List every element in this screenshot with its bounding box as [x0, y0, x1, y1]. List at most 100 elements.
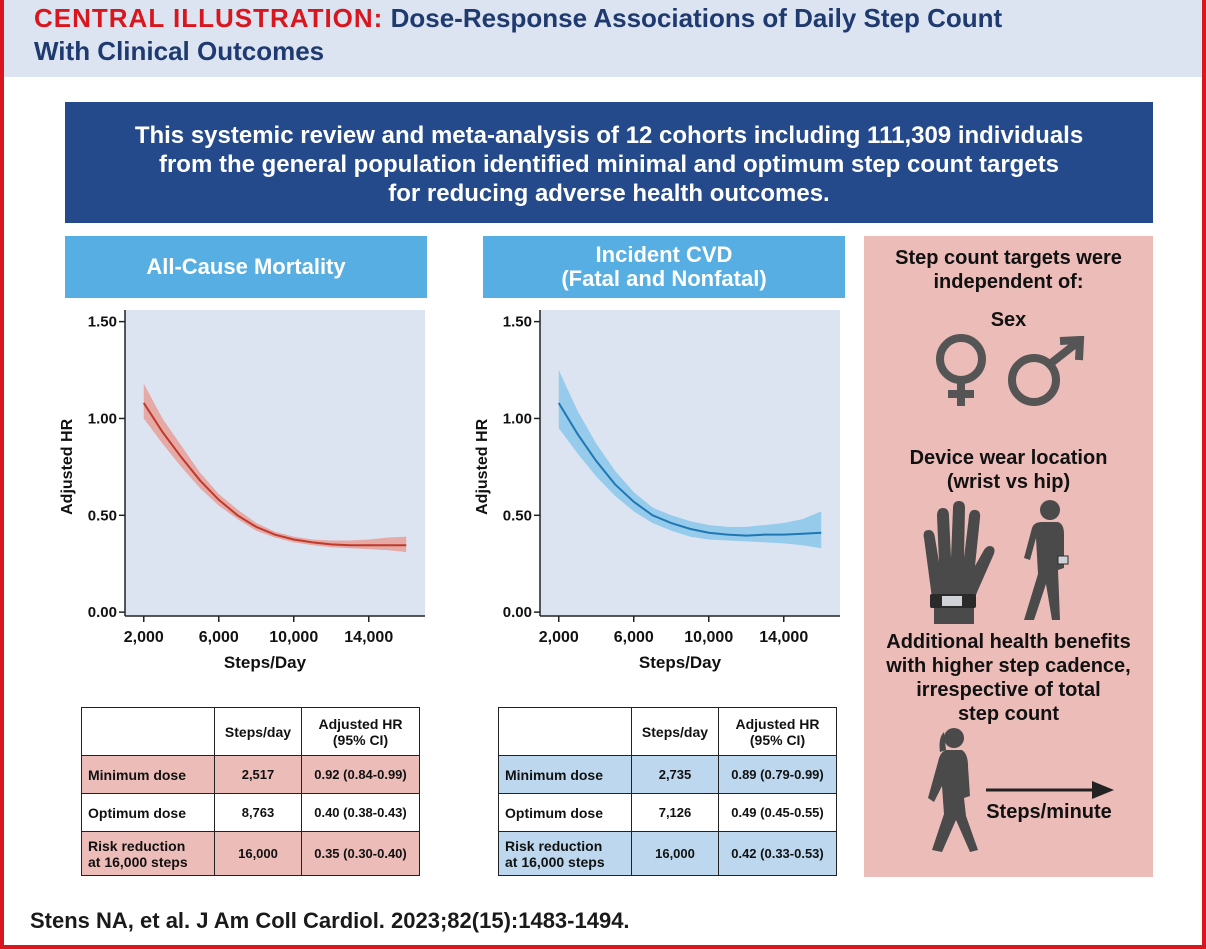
row-label-line2: at 16,000 steps: [88, 853, 188, 870]
row-label: Optimum dose: [81, 793, 215, 832]
sidebar-heading-line1: Step count targets were: [895, 247, 1122, 269]
row-hr: 0.35 (0.30-0.40): [301, 831, 420, 876]
row-label: Risk reduction at 16,000 steps: [498, 831, 632, 876]
row-label-line1: Risk reduction: [88, 837, 186, 854]
x-tick-label: 2,000: [124, 629, 164, 646]
x-tick-label: 6,000: [614, 629, 654, 646]
sidebar-heading: Step count targets were independent of:: [864, 246, 1153, 294]
sidebar-heading-line2: independent of:: [933, 271, 1084, 293]
table-row: Optimum dose 8,763 0.40 (0.38-0.43): [81, 793, 420, 832]
cadence-benefit-text: Additional health benefits with higher s…: [864, 630, 1153, 726]
x-tick-label: 10,000: [269, 629, 318, 646]
male-symbol-icon: [1008, 336, 1085, 406]
row-hr: 0.89 (0.79-0.99): [718, 755, 837, 794]
y-tick-label: 0.00: [503, 604, 532, 621]
col-hr-header: Adjusted HR (95% CI): [301, 707, 420, 756]
y-tick-label: 0.50: [503, 507, 532, 524]
col-hr-header: Adjusted HR (95% CI): [718, 707, 837, 756]
confidence-band: [143, 383, 407, 553]
device-line2: (wrist vs hip): [946, 471, 1071, 493]
x-tick-label: 14,000: [759, 629, 808, 646]
col-hr-header-line1: Adjusted HR: [318, 715, 403, 732]
walking-woman-icon: [928, 728, 978, 852]
table-header-row: Steps/day Adjusted HR (95% CI): [498, 707, 837, 756]
summary-box: This systemic review and meta-analysis o…: [65, 102, 1153, 223]
col-hr-header-line2: (95% CI): [332, 731, 389, 748]
row-steps: 2,735: [631, 755, 719, 794]
mortality-table: Steps/day Adjusted HR (95% CI) Minimum d…: [81, 707, 420, 876]
x-tick-label: 10,000: [684, 629, 733, 646]
row-label: Minimum dose: [498, 755, 632, 794]
table-row: Minimum dose 2,517 0.92 (0.84-0.99): [81, 755, 420, 794]
mortality-chart: 0.00 0.50 1.00 1.50 2,000 6,000 10,000 14,000 St…: [59, 310, 425, 672]
hr-curve: [557, 402, 822, 537]
summary-line3: for reducing adverse health outcomes.: [388, 180, 830, 207]
summary-line2: from the general population identified m…: [158, 151, 1060, 178]
row-steps: 7,126: [631, 793, 719, 832]
citation: Stens NA, et al. J Am Coll Cardiol. 2023…: [30, 908, 630, 933]
title-line2: With Clinical Outcomes: [34, 36, 325, 66]
y-tick-label: 0.50: [88, 507, 117, 524]
y-tick-label: 0.00: [88, 604, 117, 621]
row-hr: 0.40 (0.38-0.43): [301, 793, 420, 832]
mortality-panel-header: All-Cause Mortality: [65, 236, 427, 298]
header-banner: CENTRAL ILLUSTRATION: Dose-Response Asso…: [4, 0, 1202, 77]
row-label: Minimum dose: [81, 755, 215, 794]
plot-area: [540, 310, 840, 616]
title-rest: Dose-Response Associations of Daily Step…: [390, 3, 1003, 33]
col-hr-header-line1: Adjusted HR: [735, 715, 820, 732]
col-steps-header: Steps/day: [214, 707, 302, 756]
benefit-line1: Additional health benefits: [886, 631, 1131, 653]
col-hr-header-line2: (95% CI): [749, 731, 806, 748]
table-row: Risk reduction at 16,000 steps 16,000 0.…: [81, 831, 420, 876]
arrow-right-icon: [986, 781, 1114, 799]
row-label: Optimum dose: [498, 793, 632, 832]
cvd-chart: 0.00 0.50 1.00 1.50 2,000 6,000 10,000 14,000 St…: [474, 310, 840, 672]
confidence-band: [558, 370, 822, 549]
row-label-line2: at 16,000 steps: [505, 853, 605, 870]
row-steps: 8,763: [214, 793, 302, 832]
row-label: Risk reduction at 16,000 steps: [81, 831, 215, 876]
x-tick-label: 2,000: [539, 629, 579, 646]
benefit-line4: step count: [957, 703, 1060, 725]
device-location-text: Device wear location (wrist vs hip): [864, 446, 1153, 494]
cvd-panel-header: Incident CVD (Fatal and Nonfatal): [483, 236, 845, 298]
cvd-table: Steps/day Adjusted HR (95% CI) Minimum d…: [498, 707, 837, 876]
table-header-row: Steps/day Adjusted HR (95% CI): [81, 707, 420, 756]
table-row: Optimum dose 7,126 0.49 (0.45-0.55): [498, 793, 837, 832]
x-axis-label: Steps/Day: [224, 653, 307, 672]
plot-area: [125, 310, 425, 616]
device-line1: Device wear location: [909, 447, 1108, 469]
row-hr: 0.49 (0.45-0.55): [718, 793, 837, 832]
benefit-line3: irrespective of total: [916, 679, 1101, 701]
y-tick-label: 1.50: [88, 314, 117, 331]
sex-label: Sex: [990, 309, 1027, 331]
page-title: CENTRAL ILLUSTRATION: Dose-Response Asso…: [34, 2, 1194, 68]
x-axis-label: Steps/Day: [639, 653, 722, 672]
table-corner: [81, 707, 215, 756]
title-lead: CENTRAL ILLUSTRATION:: [34, 3, 384, 33]
female-symbol-icon: [936, 334, 986, 406]
y-tick-label: 1.00: [503, 410, 532, 427]
x-tick-label: 14,000: [344, 629, 393, 646]
sidebar-panel: Step count targets were independent of: …: [864, 236, 1153, 877]
table-row: Risk reduction at 16,000 steps 16,000 0.…: [498, 831, 837, 876]
summary-line1: This systemic review and meta-analysis o…: [134, 122, 1084, 149]
hip-device-walker-icon: [1024, 500, 1069, 620]
col-steps-header: Steps/day: [631, 707, 719, 756]
table-corner: [498, 707, 632, 756]
steps-per-minute-label: Steps/minute: [986, 801, 1112, 823]
table-row: Minimum dose 2,735 0.89 (0.79-0.99): [498, 755, 837, 794]
y-tick-label: 1.00: [88, 410, 117, 427]
row-hr: 0.92 (0.84-0.99): [301, 755, 420, 794]
wrist-device-icon: [923, 501, 995, 624]
x-tick-label: 6,000: [199, 629, 239, 646]
y-axis-label: Adjusted HR: [59, 418, 76, 514]
row-steps: 16,000: [214, 831, 302, 876]
hr-curve: [142, 402, 407, 547]
benefit-line2: with higher step cadence,: [886, 655, 1131, 677]
cvd-panel-title-line1: Incident CVD: [595, 242, 733, 267]
row-hr: 0.42 (0.33-0.53): [718, 831, 837, 876]
row-steps: 16,000: [631, 831, 719, 876]
